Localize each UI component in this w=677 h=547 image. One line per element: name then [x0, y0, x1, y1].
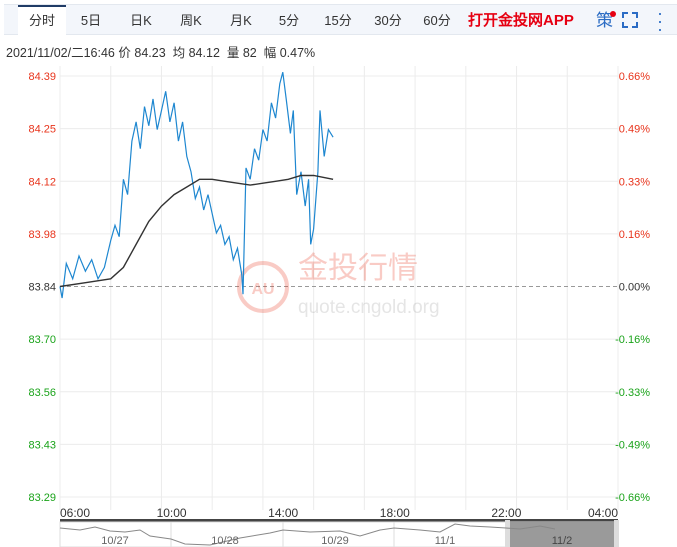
y-tick-label: 83.29	[28, 492, 56, 504]
volume-label: 量	[226, 46, 240, 60]
tab-5min[interactable]: 5分	[278, 13, 300, 28]
pct-tick-label: 0.00%	[619, 282, 650, 294]
y-tick-label: 83.98	[28, 229, 56, 241]
change-label: 幅	[263, 46, 277, 60]
avg-line	[59, 174, 334, 288]
y-tick-label: 84.25	[28, 124, 56, 136]
fullscreen-icon[interactable]	[622, 12, 638, 28]
tab-30min[interactable]: 30分	[374, 13, 402, 28]
notification-dot	[610, 11, 616, 17]
price-line	[59, 72, 334, 299]
strategy-button[interactable]: 策	[596, 11, 613, 30]
tab-monthly-k[interactable]: 月K	[230, 13, 252, 28]
y-tick-label: 84.39	[28, 71, 56, 83]
y-tick-label: 84.12	[28, 176, 56, 188]
volume-value: 82	[242, 46, 257, 60]
pct-tick-label: -0.66%	[615, 492, 650, 504]
navigator-selection[interactable]	[506, 522, 618, 547]
navigator-handle-right[interactable]	[614, 520, 619, 547]
more-vertical-icon[interactable]: · · ·	[657, 3, 663, 39]
navigator-track	[60, 519, 618, 522]
watermark-url: quote.cngold.org	[298, 297, 440, 318]
navigator-date-label: 10/29	[321, 535, 349, 547]
navigator-date-label: 11/2	[552, 535, 573, 547]
pct-tick-label: 0.49%	[619, 124, 650, 136]
tab-5day[interactable]: 5日	[80, 13, 102, 28]
open-app-link[interactable]: 打开金投网APP	[468, 12, 574, 29]
avg-label: 均	[172, 46, 186, 60]
tab-intraday[interactable]: 分时	[18, 5, 66, 37]
change-value: 0.47%	[279, 46, 316, 60]
navigator-date-label: 10/27	[101, 535, 129, 547]
navigator-handle-left[interactable]	[505, 520, 510, 547]
watermark: AU 金投行情 quote.cngold.org	[237, 252, 440, 318]
tab-60min[interactable]: 60分	[423, 13, 451, 28]
tab-15min[interactable]: 15分	[324, 13, 352, 28]
price-label: 价	[118, 46, 131, 60]
tab-daily-k[interactable]: 日K	[130, 13, 152, 28]
x-tick-label: 14:00	[268, 506, 298, 520]
quote-info-line: 2021/11/02/二16:46 价 84.23 均 84.12 量 82 幅…	[6, 42, 315, 61]
navigator-date-label: 11/1	[435, 535, 456, 547]
period-tab-bar: 分时 5日 日K 周K 月K 5分 15分 30分 60分 打开金投网APP 策…	[4, 3, 677, 39]
navigator-date-label: 10/28	[211, 535, 239, 547]
datetime: 2021/11/02/二16:46	[6, 46, 115, 60]
price-value: 84.23	[134, 46, 166, 60]
y-tick-label: 83.43	[28, 439, 56, 451]
x-tick-label: 10:00	[157, 506, 187, 520]
tab-weekly-k[interactable]: 周K	[180, 13, 202, 28]
pct-tick-label: -0.16%	[615, 334, 650, 346]
pct-tick-label: 0.16%	[619, 229, 650, 241]
pct-tick-label: 0.33%	[619, 176, 650, 188]
x-tick-label: 04:00	[588, 506, 618, 520]
y-tick-label: 83.56	[28, 387, 56, 399]
y-tick-label: 83.84	[28, 282, 56, 294]
avg-value: 84.12	[188, 46, 220, 60]
x-tick-label: 22:00	[491, 506, 521, 520]
y-tick-label: 83.70	[28, 334, 56, 346]
pct-tick-label: -0.49%	[615, 439, 650, 451]
x-tick-label: 18:00	[380, 506, 410, 520]
navigator-sparkline	[59, 523, 556, 546]
watermark-title: 金投行情	[298, 252, 418, 285]
svg-text:AU: AU	[251, 281, 274, 298]
x-tick-label: 06:00	[60, 506, 90, 520]
pct-tick-label: -0.33%	[615, 387, 650, 399]
pct-tick-label: 0.66%	[619, 71, 650, 83]
